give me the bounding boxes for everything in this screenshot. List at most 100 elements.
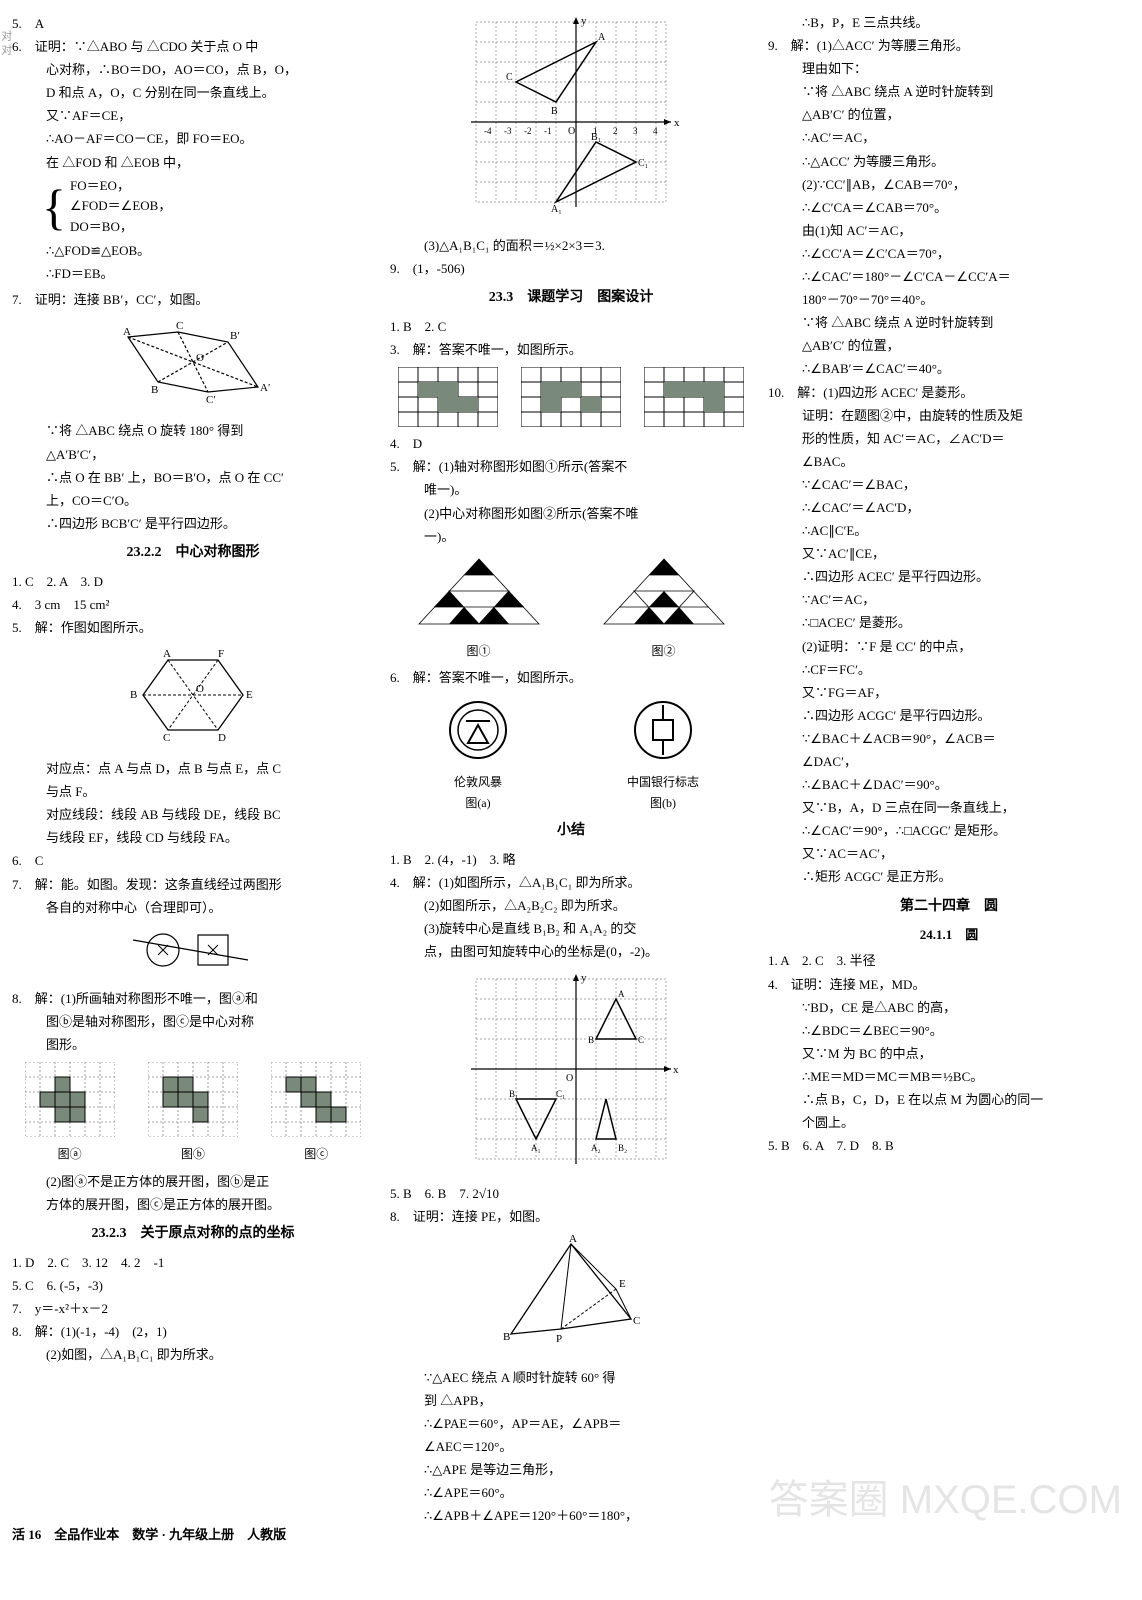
s2322-q7: 7. 解：能。如图。发现：这条直线经过两图形	[12, 874, 374, 896]
logo-b-cap: 中国银行标志 图(b)	[627, 772, 699, 813]
cap-a: 图ⓐ	[25, 1144, 115, 1164]
svg-text:y: y	[581, 15, 587, 27]
svg-text:C: C	[506, 72, 513, 83]
cap-b: 图ⓑ	[148, 1144, 238, 1164]
c3-q10a: 证明：在题图②中，由旋转的性质及矩	[768, 405, 1130, 427]
c3-q9j: ∴∠CAC′＝180°－∠C′CA－∠CC′A＝	[768, 266, 1130, 288]
c8h: ∴∠APB＋∠APE＝120°＋60°＝180°，	[390, 1505, 752, 1527]
xj-q1: 1. B 2. (4，-1) 3. 略	[390, 849, 752, 871]
svg-text:A: A	[163, 648, 171, 660]
brace-system: { FO＝EO， ∠FOD＝∠EOB， DO＝BO，	[42, 176, 374, 238]
xj-q4b: (2)如图所示，△A₂B₂C₂ 即为所求。	[390, 895, 752, 917]
fig-coord2: xyO ABC A₁B₁C₁ A₂B₂	[390, 969, 752, 1176]
fig-triangles: 图① 图②	[390, 554, 752, 661]
q6-l8: ∴FD＝EB。	[12, 263, 374, 285]
s2322-q4: 4. 3 cm 15 cm²	[12, 594, 374, 616]
s2322-q8c: 图形。	[12, 1034, 374, 1056]
c3-q9n: ∴∠BAB′＝∠CAC′＝40°。	[768, 358, 1130, 380]
svg-text:B₂: B₂	[618, 1143, 627, 1153]
q5: 5. A	[12, 13, 374, 35]
svg-text:2: 2	[613, 126, 618, 136]
q7-l4: 上，CO＝C′O。	[12, 490, 374, 512]
c3-q9e: ∴△ACC′ 为等腰三角形。	[768, 151, 1130, 173]
c3-q9: 9. 解：(1)△ACC′ 为等腰三角形。	[768, 35, 1130, 57]
svg-text:P: P	[556, 1333, 562, 1345]
s2322-q8e: 方体的展开图，图ⓒ是正方体的展开图。	[12, 1194, 374, 1216]
sec-24-title: 第二十四章 圆	[768, 895, 1130, 919]
c3-q10p: ∠DAC′，	[768, 751, 1130, 773]
svg-text:A: A	[598, 32, 606, 43]
c3-q10d: ∵∠CAC′＝∠BAC，	[768, 474, 1130, 496]
s24-q4d: ∴ME＝MD＝MC＝MB＝½BC。	[768, 1066, 1130, 1088]
c3-q9c: △AB′C′ 的位置，	[768, 104, 1130, 126]
svg-text:O: O	[196, 683, 204, 695]
svg-text:F: F	[218, 648, 224, 660]
brace-a: FO＝EO，	[70, 176, 171, 197]
q8-3: (3)△A₁B₁C₁ 的面积＝½×2×3＝3.	[390, 235, 752, 257]
sec-2322-title: 23.2.2 中心对称图形	[12, 541, 374, 565]
s2322-q8: 8. 解：(1)所画轴对称图形不唯一，图ⓐ和	[12, 988, 374, 1010]
svg-text:A: A	[569, 1234, 577, 1245]
c8g: ∴∠APE＝60°。	[390, 1482, 752, 1504]
c2-q9: 9. (1，-506)	[390, 258, 752, 280]
s2322-q5e: 与线段 EF，线段 CD 与线段 FA。	[12, 827, 374, 849]
page-footer: 活 16 全品作业本 数学 · 九年级上册 人教版	[12, 1524, 286, 1546]
c3-q9g: ∴∠C′CA＝∠CAB＝70°。	[768, 197, 1130, 219]
s2323-q1: 1. D 2. C 3. 12 4. 2 -1	[12, 1252, 374, 1274]
side-tab-text: 对 对	[0, 30, 15, 55]
s24-q5: 5. B 6. A 7. D 8. B	[768, 1135, 1130, 1157]
svg-text:-3: -3	[504, 126, 512, 136]
svg-text:y: y	[581, 972, 587, 984]
svg-text:-4: -4	[484, 126, 492, 136]
svg-text:-2: -2	[524, 126, 532, 136]
s233-q5: 5. 解：(1)轴对称图形如图①所示(答案不	[390, 456, 752, 478]
c3-q10m: 又∵FG＝AF，	[768, 682, 1130, 704]
svg-text:E: E	[619, 1278, 626, 1290]
s2323-q8: 8. 解：(1)(-1，-4) (2，1)	[12, 1321, 374, 1343]
c8i: ∴B，P，E 三点共线。	[768, 12, 1130, 34]
svg-text:B₁: B₁	[591, 132, 601, 143]
svg-text:4: 4	[653, 126, 658, 136]
s233-q4: 4. D	[390, 433, 752, 455]
c3-q10c: ∠BAC。	[768, 451, 1130, 473]
svg-text:E: E	[246, 689, 253, 701]
c3-q10o: ∵∠BAC＋∠ACB＝90°，∠ACB＝	[768, 728, 1130, 750]
svg-text:A: A	[618, 989, 625, 999]
c3-q10g: 又∵AC′∥CE，	[768, 543, 1130, 565]
svg-text:3: 3	[633, 126, 638, 136]
q7-head: 7. 证明：连接 BB′，CC′，如图。	[12, 289, 374, 311]
q7-l5: ∴四边形 BCB′C′ 是平行四边形。	[12, 513, 374, 535]
fig-xj8: AB PC E	[390, 1234, 752, 1361]
fig1-cap: 图①	[409, 641, 549, 661]
c3-q10: 10. 解：(1)四边形 ACEC′ 是菱形。	[768, 382, 1130, 404]
svg-text:C: C	[633, 1315, 640, 1327]
xj-q8d: ∴∠PAE＝60°，AP＝AE，∠APB＝	[390, 1413, 752, 1435]
q7-l3: ∴点 O 在 BB′ 上，BO＝B′O，点 O 在 CC′	[12, 467, 374, 489]
sec-2411-title: 24.1.1 圆	[768, 924, 1130, 946]
s233-q5b: 唯一)。	[390, 479, 752, 501]
s2322-q5d: 对应线段：线段 AB 与线段 DE，线段 BC	[12, 804, 374, 826]
q6-l1: 6. 证明：∵△ABO 与 △CDO 关于点 O 中	[12, 36, 374, 58]
fig-unfold-grids: 图ⓐ 图ⓑ 图ⓒ	[12, 1062, 374, 1164]
c3-q10e: ∴∠CAC′＝∠AC′D，	[768, 497, 1130, 519]
fig2-cap: 图②	[594, 641, 734, 661]
fig-coord1: xy O -4-3-2-1 1234 CBA C₁B₁A₁	[390, 12, 752, 229]
c3-q10r: 又∵B，A，D 三点在同一条直线上，	[768, 797, 1130, 819]
c3-q9a: 理由如下：	[768, 58, 1130, 80]
svg-text:C: C	[638, 1035, 644, 1045]
c3-q9f: (2)∵CC′∥AB，∠CAB＝70°，	[768, 174, 1130, 196]
c3-q9l: ∵将 △ABC 绕点 A 逆时针旋转到	[768, 312, 1130, 334]
c3-q10l: ∴CF＝FC′。	[768, 659, 1130, 681]
s2322-q5c: 与点 F。	[12, 781, 374, 803]
xj-q8: 8. 证明：连接 PE，如图。	[390, 1206, 752, 1228]
c3-q10q: ∴∠BAC＋∠DAC′＝90°。	[768, 774, 1130, 796]
s2322-q8b: 图ⓑ是轴对称图形，图ⓒ是中心对称	[12, 1011, 374, 1033]
q7-l2: △A′B′C′，	[12, 444, 374, 466]
svg-text:O: O	[566, 1073, 573, 1084]
s24-q4a: ∵BD，CE 是△ABC 的高，	[768, 997, 1130, 1019]
logo-a-cap: 伦敦风暴 图(a)	[443, 772, 513, 813]
svg-text:O: O	[568, 126, 575, 137]
s2322-q1: 1. C 2. A 3. D	[12, 571, 374, 593]
q6-l5: ∴AO－AF＝CO－CE，即 FO＝EO。	[12, 128, 374, 150]
fig-q7: A C B′ A′ C′ B O	[12, 317, 374, 414]
